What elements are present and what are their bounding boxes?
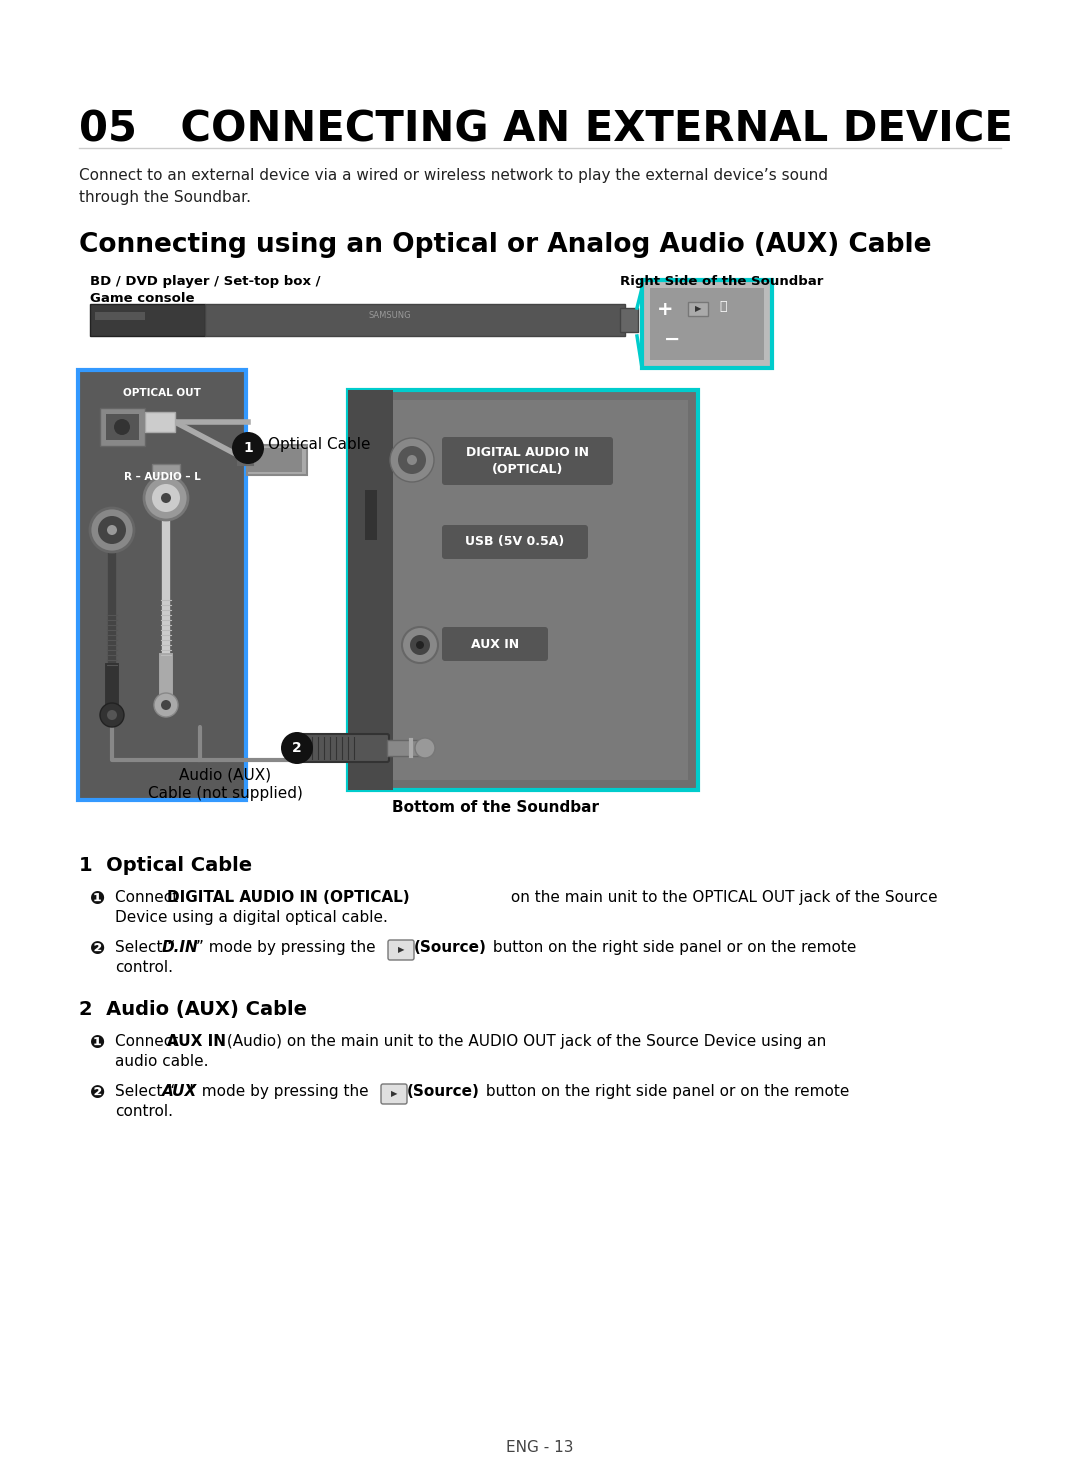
Text: ▶: ▶ [391, 1090, 397, 1099]
FancyBboxPatch shape [442, 627, 548, 661]
Text: Connect to an external device via a wired or wireless network to play the extern: Connect to an external device via a wire… [79, 169, 828, 206]
Text: OPTICAL OUT: OPTICAL OUT [123, 387, 201, 398]
Text: ” mode by pressing the: ” mode by pressing the [189, 1084, 368, 1099]
Text: (Source): (Source) [414, 941, 487, 955]
Circle shape [107, 525, 117, 535]
Text: Audio (AUX): Audio (AUX) [179, 768, 271, 782]
Circle shape [100, 703, 124, 728]
Circle shape [415, 738, 435, 759]
Text: Connect: Connect [114, 1034, 184, 1049]
Text: D.IN: D.IN [162, 941, 199, 955]
Circle shape [90, 507, 134, 552]
Text: Game console: Game console [90, 291, 194, 305]
Text: Select “: Select “ [114, 1084, 175, 1099]
FancyBboxPatch shape [388, 941, 414, 960]
FancyBboxPatch shape [295, 734, 389, 762]
FancyBboxPatch shape [442, 525, 588, 559]
Text: DIGITAL AUDIO IN (OPTICAL): DIGITAL AUDIO IN (OPTICAL) [167, 890, 409, 905]
Bar [78, 370, 246, 800]
Bar [247, 445, 307, 475]
Circle shape [161, 700, 171, 710]
Text: Optical Cable: Optical Cable [268, 438, 370, 453]
Circle shape [390, 438, 434, 482]
Text: control.: control. [114, 1103, 173, 1120]
Bar [100, 408, 145, 447]
Bar [152, 464, 180, 493]
Text: ⏻: ⏻ [719, 300, 727, 314]
Bar [106, 414, 139, 439]
Text: (Source): (Source) [407, 1084, 480, 1099]
Text: Connect: Connect [114, 890, 184, 905]
Circle shape [114, 419, 130, 435]
Text: on the main unit to the OPTICAL OUT jack of the Source: on the main unit to the OPTICAL OUT jack… [507, 890, 937, 905]
Text: ” mode by pressing the: ” mode by pressing the [195, 941, 376, 955]
Text: audio cable.: audio cable. [114, 1055, 208, 1069]
Text: ❶: ❶ [90, 890, 105, 908]
Text: ❷: ❷ [90, 1084, 105, 1102]
Text: USB (5V 0.5A): USB (5V 0.5A) [465, 535, 565, 549]
Circle shape [410, 634, 430, 655]
Circle shape [281, 732, 313, 765]
FancyBboxPatch shape [442, 436, 613, 485]
Text: ▶: ▶ [694, 305, 701, 314]
Bar [393, 399, 688, 779]
Text: AUX: AUX [162, 1084, 198, 1099]
Circle shape [407, 456, 417, 464]
Bar [247, 448, 302, 472]
Text: ❷: ❷ [90, 941, 105, 958]
Bar [620, 308, 638, 331]
Text: Select “: Select “ [114, 941, 175, 955]
Text: SAMSUNG: SAMSUNG [368, 311, 411, 319]
Text: AUX IN: AUX IN [167, 1034, 226, 1049]
Text: R – AUDIO – L: R – AUDIO – L [123, 472, 201, 482]
Text: BD / DVD player / Set-top box /: BD / DVD player / Set-top box / [90, 275, 321, 288]
Bar [90, 305, 205, 336]
Bar [365, 490, 377, 540]
Text: (Audio) on the main unit to the AUDIO OUT jack of the Source Device using an: (Audio) on the main unit to the AUDIO OU… [222, 1034, 826, 1049]
Bar [688, 302, 708, 317]
Text: button on the right side panel or on the remote: button on the right side panel or on the… [481, 1084, 849, 1099]
Circle shape [144, 476, 188, 521]
Circle shape [154, 694, 178, 717]
Bar [642, 280, 772, 368]
Text: ▶: ▶ [397, 945, 404, 954]
Bar [650, 288, 764, 359]
Text: 05   CONNECTING AN EXTERNAL DEVICE: 05 CONNECTING AN EXTERNAL DEVICE [79, 108, 1013, 149]
Circle shape [161, 493, 171, 503]
Text: Cable (not supplied): Cable (not supplied) [148, 785, 302, 802]
Text: 1: 1 [243, 441, 253, 456]
Circle shape [232, 432, 264, 464]
Circle shape [399, 447, 426, 473]
Text: AUX IN: AUX IN [471, 637, 519, 651]
Text: 2: 2 [292, 741, 302, 754]
Text: Device using a digital optical cable.: Device using a digital optical cable. [114, 910, 388, 924]
FancyBboxPatch shape [381, 1084, 407, 1103]
Circle shape [107, 710, 117, 720]
Text: Bottom of the Soundbar: Bottom of the Soundbar [391, 800, 598, 815]
Bar [348, 390, 393, 790]
Bar [387, 740, 426, 756]
Text: Right Side of the Soundbar: Right Side of the Soundbar [620, 275, 823, 288]
Bar [205, 305, 625, 336]
Circle shape [152, 484, 180, 512]
Text: 1  Optical Cable: 1 Optical Cable [79, 856, 252, 876]
Text: ❶: ❶ [90, 1034, 105, 1052]
Circle shape [416, 640, 424, 649]
Text: +: + [657, 300, 673, 319]
Text: −: − [664, 330, 680, 349]
Text: button on the right side panel or on the remote: button on the right side panel or on the… [488, 941, 856, 955]
Circle shape [402, 627, 438, 663]
Bar [348, 390, 698, 790]
Text: 2  Audio (AUX) Cable: 2 Audio (AUX) Cable [79, 1000, 307, 1019]
Bar [95, 312, 145, 319]
Text: ENG - 13: ENG - 13 [507, 1441, 573, 1455]
Bar [145, 413, 175, 432]
Circle shape [98, 516, 126, 544]
Text: DIGITAL AUDIO IN
(OPTICAL): DIGITAL AUDIO IN (OPTICAL) [467, 447, 590, 476]
Text: Connecting using an Optical or Analog Audio (AUX) Cable: Connecting using an Optical or Analog Au… [79, 232, 931, 257]
Text: control.: control. [114, 960, 173, 975]
